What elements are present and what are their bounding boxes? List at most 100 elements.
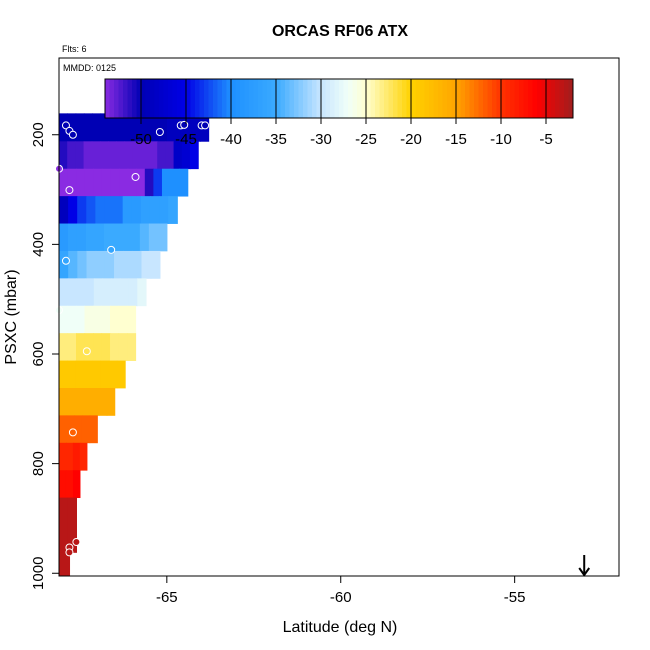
colorbar-swatch	[388, 79, 394, 118]
heatmap-cell	[108, 141, 117, 170]
heatmap-cell	[161, 168, 172, 197]
colorbar-swatch	[537, 79, 542, 118]
heatmap-cell	[113, 196, 124, 224]
colorbar-swatch	[217, 79, 223, 118]
heatmap-cell	[95, 196, 106, 224]
colorbar-swatch	[375, 79, 380, 118]
heatmap-cell	[132, 250, 143, 279]
colorbar-tick-label: -50	[130, 131, 152, 148]
data-point	[82, 347, 91, 356]
heatmap-cell	[179, 168, 189, 197]
colorbar-swatch	[118, 79, 124, 118]
heatmap-cell	[84, 305, 94, 334]
heatmap-cell	[170, 168, 180, 197]
colorbar-swatch	[258, 79, 263, 118]
heatmap-cell	[93, 305, 103, 334]
heatmap-cell	[136, 168, 146, 197]
heatmap-cell	[183, 113, 193, 142]
heatmap-cell	[125, 113, 135, 142]
data-point	[131, 172, 140, 181]
colorbar-swatch	[541, 79, 547, 118]
heatmap-cell	[116, 141, 126, 170]
heatmap-cell	[141, 250, 152, 279]
heatmap-cell	[99, 141, 109, 170]
chart-title: ORCAS RF06 ATX	[272, 23, 408, 40]
heatmap-cell	[132, 141, 142, 170]
colorbar-swatch	[411, 79, 416, 118]
heatmap-cell	[102, 278, 112, 307]
colorbar-swatch	[195, 79, 200, 118]
colorbar-swatch	[438, 79, 443, 118]
colorbar-swatch	[280, 79, 286, 118]
colorbar-swatch	[546, 79, 551, 118]
colorbar-swatch	[492, 79, 497, 118]
heatmap-cell	[74, 415, 83, 444]
colorbar-swatch	[267, 79, 272, 118]
heatmap-cell	[72, 470, 81, 499]
colorbar-swatch	[186, 79, 191, 118]
colorbar-swatch	[123, 79, 128, 118]
heatmap-cell	[81, 415, 91, 444]
heatmap-cell	[168, 196, 178, 224]
colorbar-swatch	[213, 79, 218, 118]
heatmap-cell	[84, 168, 94, 197]
heatmap-cell	[157, 141, 166, 170]
colorbar-swatch	[190, 79, 196, 118]
heatmap-cell	[59, 223, 69, 252]
colorbar-tick-label: -25	[355, 131, 377, 148]
colorbar-swatch	[478, 79, 484, 118]
heatmap-cell	[101, 305, 111, 334]
heatmap-cell	[139, 223, 150, 252]
x-tick-label: -65	[156, 589, 178, 606]
colorbar-swatch	[402, 79, 407, 118]
heatmap-cell	[59, 333, 69, 361]
heatmap-cell	[95, 250, 106, 279]
y-axis-label: PSXC (mbar)	[3, 269, 20, 364]
data-point	[107, 245, 116, 254]
y-tick-label: 200	[30, 122, 47, 147]
colorbar-swatch	[159, 79, 164, 118]
x-tick-label: -60	[330, 589, 352, 606]
marker-arrow-head	[578, 567, 591, 577]
heatmap-cell	[114, 250, 124, 279]
heatmap-cell	[67, 333, 77, 361]
y-tick-label: 800	[30, 451, 47, 476]
heatmap-cell	[59, 250, 69, 279]
colorbar-swatch	[523, 79, 529, 118]
heatmap-cell	[90, 387, 100, 416]
colorbar-swatch	[352, 79, 358, 118]
colorbar-swatch	[505, 79, 511, 118]
heatmap-cell	[59, 141, 68, 170]
colorbar-swatch	[550, 79, 556, 118]
heatmap-cell	[67, 223, 78, 252]
data-point	[180, 120, 189, 129]
colorbar-swatch	[231, 79, 236, 118]
heatmap-cell	[121, 223, 132, 252]
heatmap-cell	[75, 141, 85, 170]
colorbar-swatch	[559, 79, 565, 118]
colorbar-swatch	[109, 79, 115, 118]
colorbar-swatch	[379, 79, 385, 118]
heatmap-cell	[75, 113, 85, 142]
colorbar-swatch	[321, 79, 326, 118]
heatmap-cell	[101, 333, 111, 361]
colorbar-tick-label: -20	[400, 131, 422, 148]
heatmap-cell	[77, 250, 88, 279]
colorbar-swatch	[442, 79, 448, 118]
heatmap-cell	[153, 168, 163, 197]
colorbar-tick-label: -40	[220, 131, 242, 148]
colorbar-swatch	[145, 79, 151, 118]
heatmap-cell	[85, 223, 96, 252]
data-point	[68, 428, 77, 437]
heatmap-cell	[148, 223, 159, 252]
colorbar-swatch	[294, 79, 299, 118]
colorbar-tick-label: -45	[175, 131, 197, 148]
heatmap-cell	[173, 141, 183, 170]
colorbar-swatch	[127, 79, 133, 118]
colorbar-swatch	[262, 79, 268, 118]
heatmap-cell	[84, 333, 94, 361]
heatmap-cell	[117, 113, 127, 142]
colorbar-swatch	[496, 79, 502, 118]
heatmap-cell	[128, 278, 138, 307]
